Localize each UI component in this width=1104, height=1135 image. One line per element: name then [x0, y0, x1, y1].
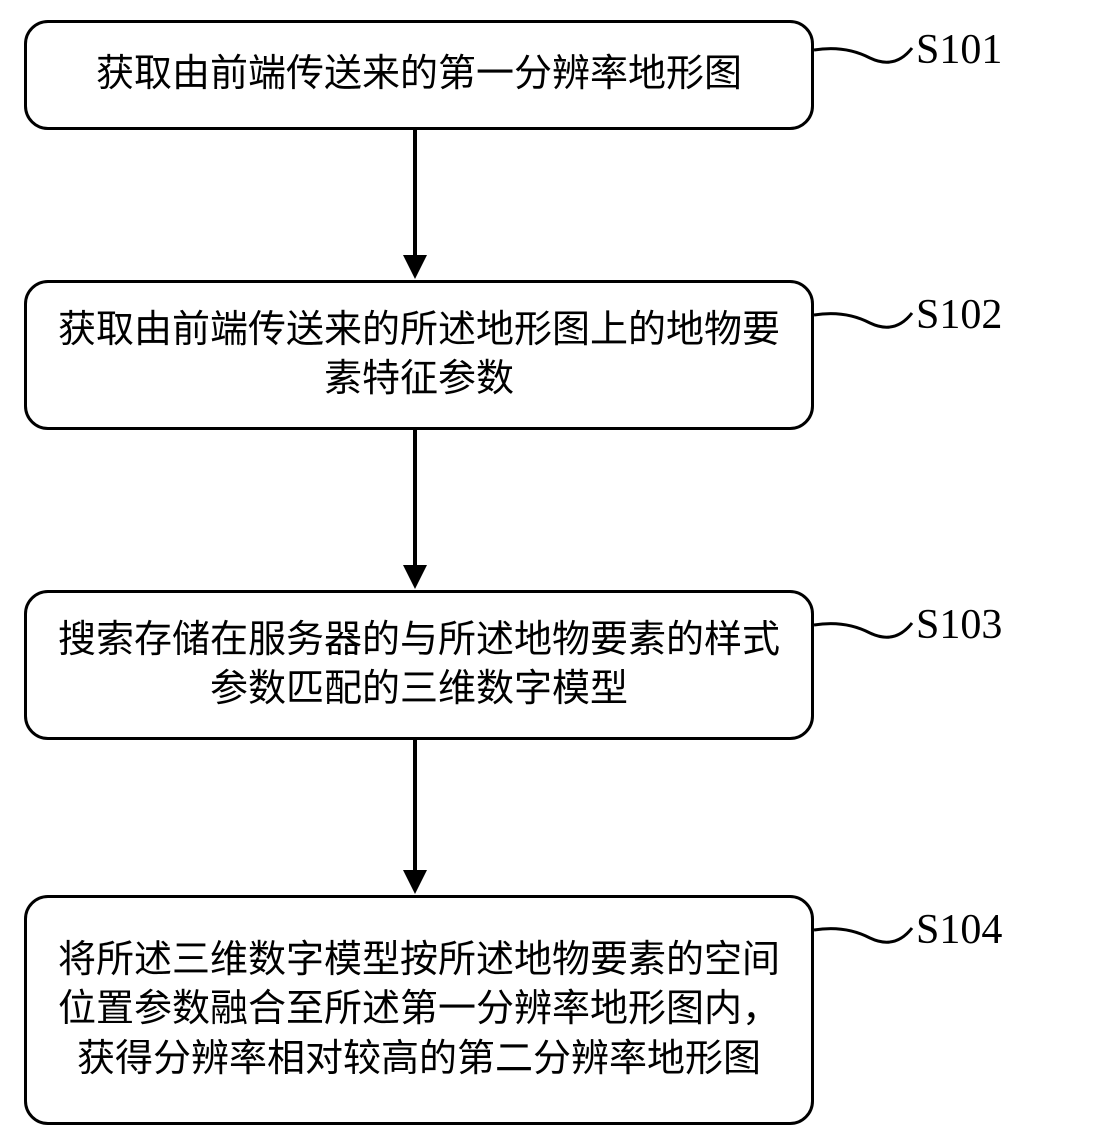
- label-s104: S104: [916, 906, 1002, 954]
- arrow-line-2: [413, 430, 417, 565]
- arrow-head-2: [403, 565, 427, 589]
- arrow-line-3: [413, 740, 417, 870]
- flowchart-node-s102: 获取由前端传送来的所述地形图上的地物要素特征参数: [24, 280, 814, 430]
- arrow-head-1: [403, 255, 427, 279]
- arrow-head-3: [403, 870, 427, 894]
- node-text-s101: 获取由前端传送来的第一分辨率地形图: [96, 50, 742, 99]
- flowchart-node-s103: 搜索存储在服务器的与所述地物要素的样式参数匹配的三维数字模型: [24, 590, 814, 740]
- arrow-line-1: [413, 130, 417, 255]
- label-s102: S102: [916, 291, 1002, 339]
- flowchart-container: 获取由前端传送来的第一分辨率地形图 S101 获取由前端传送来的所述地形图上的地…: [0, 0, 1104, 1135]
- node-text-s102: 获取由前端传送来的所述地形图上的地物要素特征参数: [47, 306, 791, 405]
- node-text-s103: 搜索存储在服务器的与所述地物要素的样式参数匹配的三维数字模型: [47, 616, 791, 715]
- label-s103: S103: [916, 601, 1002, 649]
- label-s101: S101: [916, 26, 1002, 74]
- flowchart-node-s101: 获取由前端传送来的第一分辨率地形图: [24, 20, 814, 130]
- flowchart-node-s104: 将所述三维数字模型按所述地物要素的空间位置参数融合至所述第一分辨率地形图内，获得…: [24, 895, 814, 1125]
- node-text-s104: 将所述三维数字模型按所述地物要素的空间位置参数融合至所述第一分辨率地形图内，获得…: [47, 936, 791, 1084]
